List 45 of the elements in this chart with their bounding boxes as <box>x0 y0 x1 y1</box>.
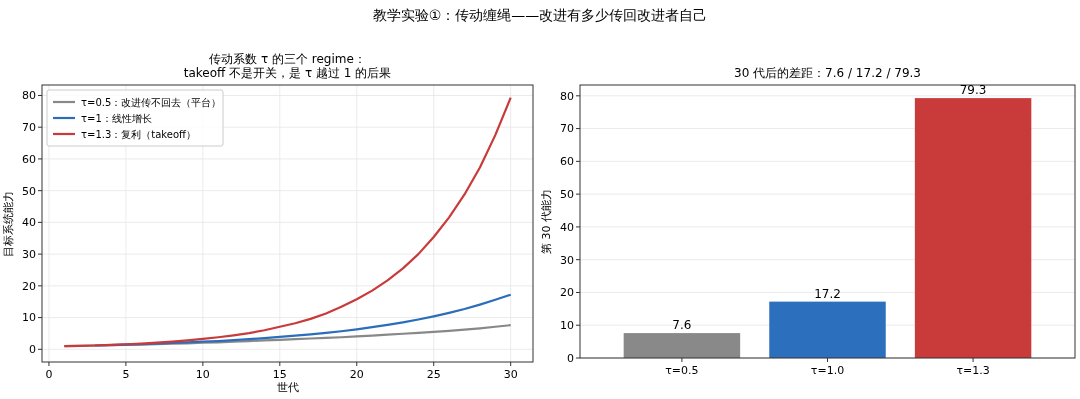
x-tick-label: 0 <box>45 368 53 381</box>
y-tick-label: 0 <box>567 351 574 365</box>
y-tick-label: 40 <box>22 216 36 230</box>
line-series <box>94 293 512 347</box>
legend-label: τ=1：线性增长 <box>81 112 152 124</box>
x-tick-label: 5 <box>122 368 130 381</box>
y-axis-title: 目标系统能力 <box>2 190 15 257</box>
y-tick-label: 50 <box>560 187 574 201</box>
y-tick-label: 60 <box>560 155 574 169</box>
bar <box>623 333 741 358</box>
y-tick-label: 60 <box>22 152 36 166</box>
bar <box>914 98 1032 358</box>
x-tick-label: τ=1.0 <box>810 364 845 377</box>
x-tick-label: 30 <box>503 368 518 381</box>
y-axis-title: 第 30 代能力 <box>540 189 553 254</box>
x-axis-title: 世代 <box>276 381 299 394</box>
y-tick-label: 10 <box>560 319 574 333</box>
y-tick-label: 20 <box>560 286 574 300</box>
y-tick-label: 20 <box>22 279 36 293</box>
data-label: 17.2 <box>814 286 841 301</box>
x-tick-label: τ=0.5 <box>665 364 699 377</box>
y-tick-label: 70 <box>560 122 574 136</box>
chart-title: 传动系数 τ 的三个 regime： takeoff 不是开关，是 τ 越过 1 的后果 <box>183 52 392 80</box>
legend-label: τ=1.3：复利（takeoff） <box>81 128 196 140</box>
y-tick-label: 10 <box>22 311 36 325</box>
data-label: 79.3 <box>959 83 987 98</box>
x-tick-label: τ=1.3 <box>956 364 990 377</box>
line-series <box>63 96 512 348</box>
y-tick-label: 30 <box>560 253 574 267</box>
y-tick-label: 80 <box>22 89 36 103</box>
x-tick-label: 10 <box>195 368 210 381</box>
data-label: 7.6 <box>672 318 692 333</box>
text: 教学实验①：传动缠绳——改进有多少传回改进者自己 <box>372 7 708 23</box>
y-tick-label: 70 <box>22 121 36 135</box>
y-tick-label: 40 <box>560 220 574 234</box>
y-tick-label: 50 <box>22 184 36 198</box>
x-tick-label: 15 <box>272 368 287 381</box>
chart-title: 30 代后的差距：7.6 / 17.2 / 79.3 <box>734 66 921 80</box>
x-tick-label: 20 <box>349 368 364 381</box>
x-tick-label: 25 <box>426 368 441 381</box>
y-tick-label: 30 <box>22 247 36 261</box>
y-tick-label: 0 <box>29 343 36 357</box>
legend-label: τ=0.5：改进传不回去（平台） <box>81 96 222 108</box>
bar <box>769 301 886 358</box>
y-tick-label: 80 <box>560 89 574 103</box>
